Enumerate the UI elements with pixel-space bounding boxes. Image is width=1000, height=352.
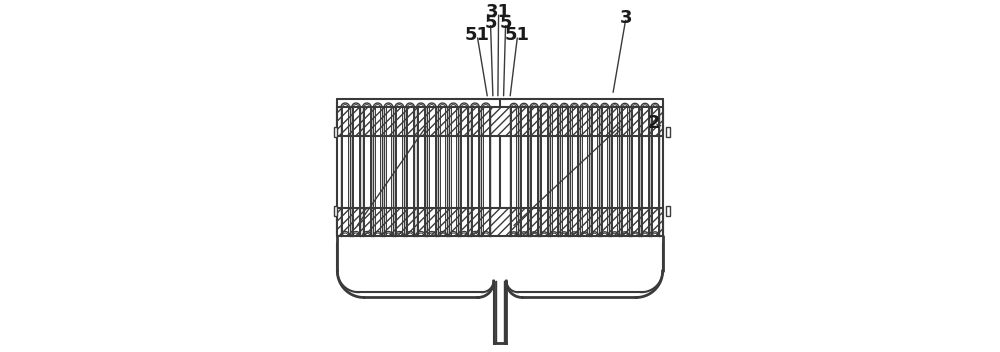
- Bar: [337, 107, 663, 136]
- Text: 3: 3: [620, 8, 632, 27]
- Bar: [334, 206, 337, 216]
- Text: 5: 5: [484, 14, 497, 32]
- Bar: [337, 107, 663, 136]
- Bar: [666, 206, 670, 216]
- Text: 31: 31: [486, 3, 511, 21]
- Text: 5: 5: [499, 14, 512, 32]
- Text: 51: 51: [465, 26, 490, 44]
- Bar: [337, 208, 663, 236]
- Bar: [337, 208, 663, 236]
- Text: 51: 51: [505, 26, 530, 44]
- Text: 2: 2: [648, 114, 660, 132]
- Bar: [334, 127, 337, 137]
- Bar: [666, 127, 670, 137]
